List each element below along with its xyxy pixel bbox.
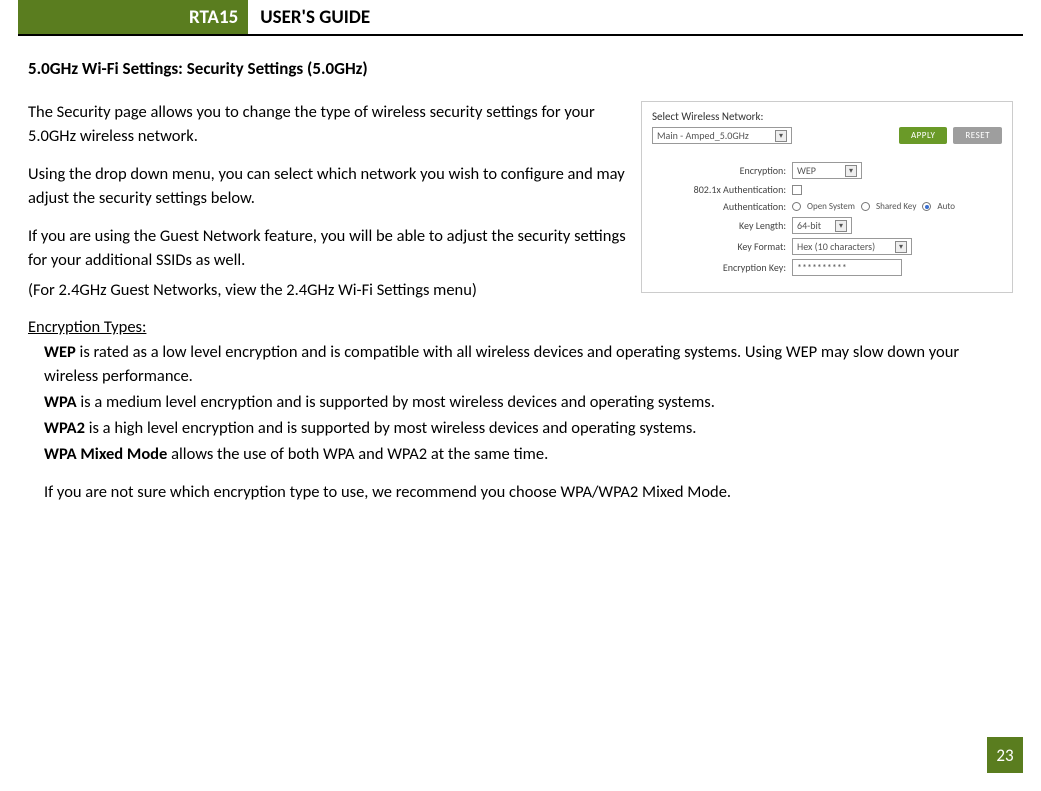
intro-text-column: The Security page allows you to change t… xyxy=(28,101,627,287)
mixed-bold: WPA Mixed Mode xyxy=(44,444,167,464)
encryption-key-label: Encryption Key: xyxy=(652,261,792,274)
chevron-down-icon: ▾ xyxy=(775,130,787,142)
wpa2-item: WPA2 is a high level encryption and is s… xyxy=(44,417,1013,441)
auth8021x-checkbox[interactable] xyxy=(792,185,802,195)
header-badge: RTA15 xyxy=(183,0,248,34)
chevron-down-icon: ▾ xyxy=(845,165,857,177)
encryption-row: Encryption: WEP ▾ xyxy=(652,162,1002,179)
key-length-value: 64-bit xyxy=(797,219,821,232)
key-length-select[interactable]: 64-bit ▾ xyxy=(792,217,852,234)
radio-auto[interactable] xyxy=(922,202,931,211)
radio-shared-key[interactable] xyxy=(861,202,870,211)
authentication-row: Authentication: Open System Shared Key A… xyxy=(652,200,1002,213)
auth-auto-label: Auto xyxy=(937,201,955,212)
encryption-value: WEP xyxy=(797,164,816,177)
key-format-label: Key Format: xyxy=(652,240,792,253)
chevron-down-icon: ▾ xyxy=(895,241,907,253)
settings-screenshot: Select Wireless Network: Main - Amped_5.… xyxy=(641,101,1013,293)
apply-button[interactable]: APPLY xyxy=(899,127,947,144)
settings-panel: Select Wireless Network: Main - Amped_5.… xyxy=(641,101,1013,293)
network-select[interactable]: Main - Amped_5.0GHz ▾ xyxy=(652,127,792,144)
auth-open-label: Open System xyxy=(807,201,855,212)
page-number: 23 xyxy=(987,737,1023,773)
recommendation-note: If you are not sure which encryption typ… xyxy=(28,481,1013,505)
encryption-key-row: Encryption Key: ********** xyxy=(652,259,1002,276)
intro-paragraph-3: If you are using the Guest Network featu… xyxy=(28,225,627,273)
mixed-text: allows the use of both WPA and WPA2 at t… xyxy=(167,444,548,464)
mixed-item: WPA Mixed Mode allows the use of both WP… xyxy=(44,443,1013,467)
auth-shared-label: Shared Key xyxy=(876,201,916,212)
encryption-key-input[interactable]: ********** xyxy=(792,259,902,276)
encryption-label: Encryption: xyxy=(652,164,792,177)
page-content: 5.0GHz Wi-Fi Settings: Security Settings… xyxy=(0,36,1041,504)
two-column-layout: The Security page allows you to change t… xyxy=(28,101,1013,293)
key-length-label: Key Length: xyxy=(652,219,792,232)
section-heading: 5.0GHz Wi-Fi Settings: Security Settings… xyxy=(28,58,1013,79)
key-format-value: Hex (10 characters) xyxy=(797,240,875,253)
wpa-text: is a medium level encryption and is supp… xyxy=(77,392,715,412)
header-spacer xyxy=(18,0,183,34)
auth-radio-group: Open System Shared Key Auto xyxy=(792,201,955,212)
wpa-item: WPA is a medium level encryption and is … xyxy=(44,391,1013,415)
radio-open-system[interactable] xyxy=(792,202,801,211)
page-header: RTA15 USER'S GUIDE xyxy=(18,0,1023,36)
encryption-types-list: WEP is rated as a low level encryption a… xyxy=(28,341,1013,467)
wep-bold: WEP xyxy=(44,342,76,362)
network-select-value: Main - Amped_5.0GHz xyxy=(657,129,749,142)
reset-button[interactable]: RESET xyxy=(953,127,1002,144)
select-network-label: Select Wireless Network: xyxy=(652,110,1002,123)
auth8021x-label: 802.1x Authentication: xyxy=(652,183,792,196)
chevron-down-icon: ▾ xyxy=(835,220,847,232)
header-title: USER'S GUIDE xyxy=(248,0,382,34)
key-format-row: Key Format: Hex (10 characters) ▾ xyxy=(652,238,1002,255)
wpa-bold: WPA xyxy=(44,392,77,412)
wep-item: WEP is rated as a low level encryption a… xyxy=(44,341,1013,389)
key-format-select[interactable]: Hex (10 characters) ▾ xyxy=(792,238,912,255)
network-select-row: Main - Amped_5.0GHz ▾ APPLY RESET xyxy=(652,127,1002,144)
key-length-row: Key Length: 64-bit ▾ xyxy=(652,217,1002,234)
wpa2-text: is a high level encryption and is suppor… xyxy=(85,418,696,438)
wep-text: is rated as a low level encryption and i… xyxy=(44,342,959,386)
intro-paragraph-2: Using the drop down menu, you can select… xyxy=(28,163,627,211)
encryption-types-heading: Encryption Types: xyxy=(28,317,1013,337)
wpa2-bold: WPA2 xyxy=(44,418,85,438)
encryption-select[interactable]: WEP ▾ xyxy=(792,162,862,179)
intro-paragraph-1: The Security page allows you to change t… xyxy=(28,101,627,149)
auth8021x-row: 802.1x Authentication: xyxy=(652,183,1002,196)
authentication-label: Authentication: xyxy=(652,200,792,213)
